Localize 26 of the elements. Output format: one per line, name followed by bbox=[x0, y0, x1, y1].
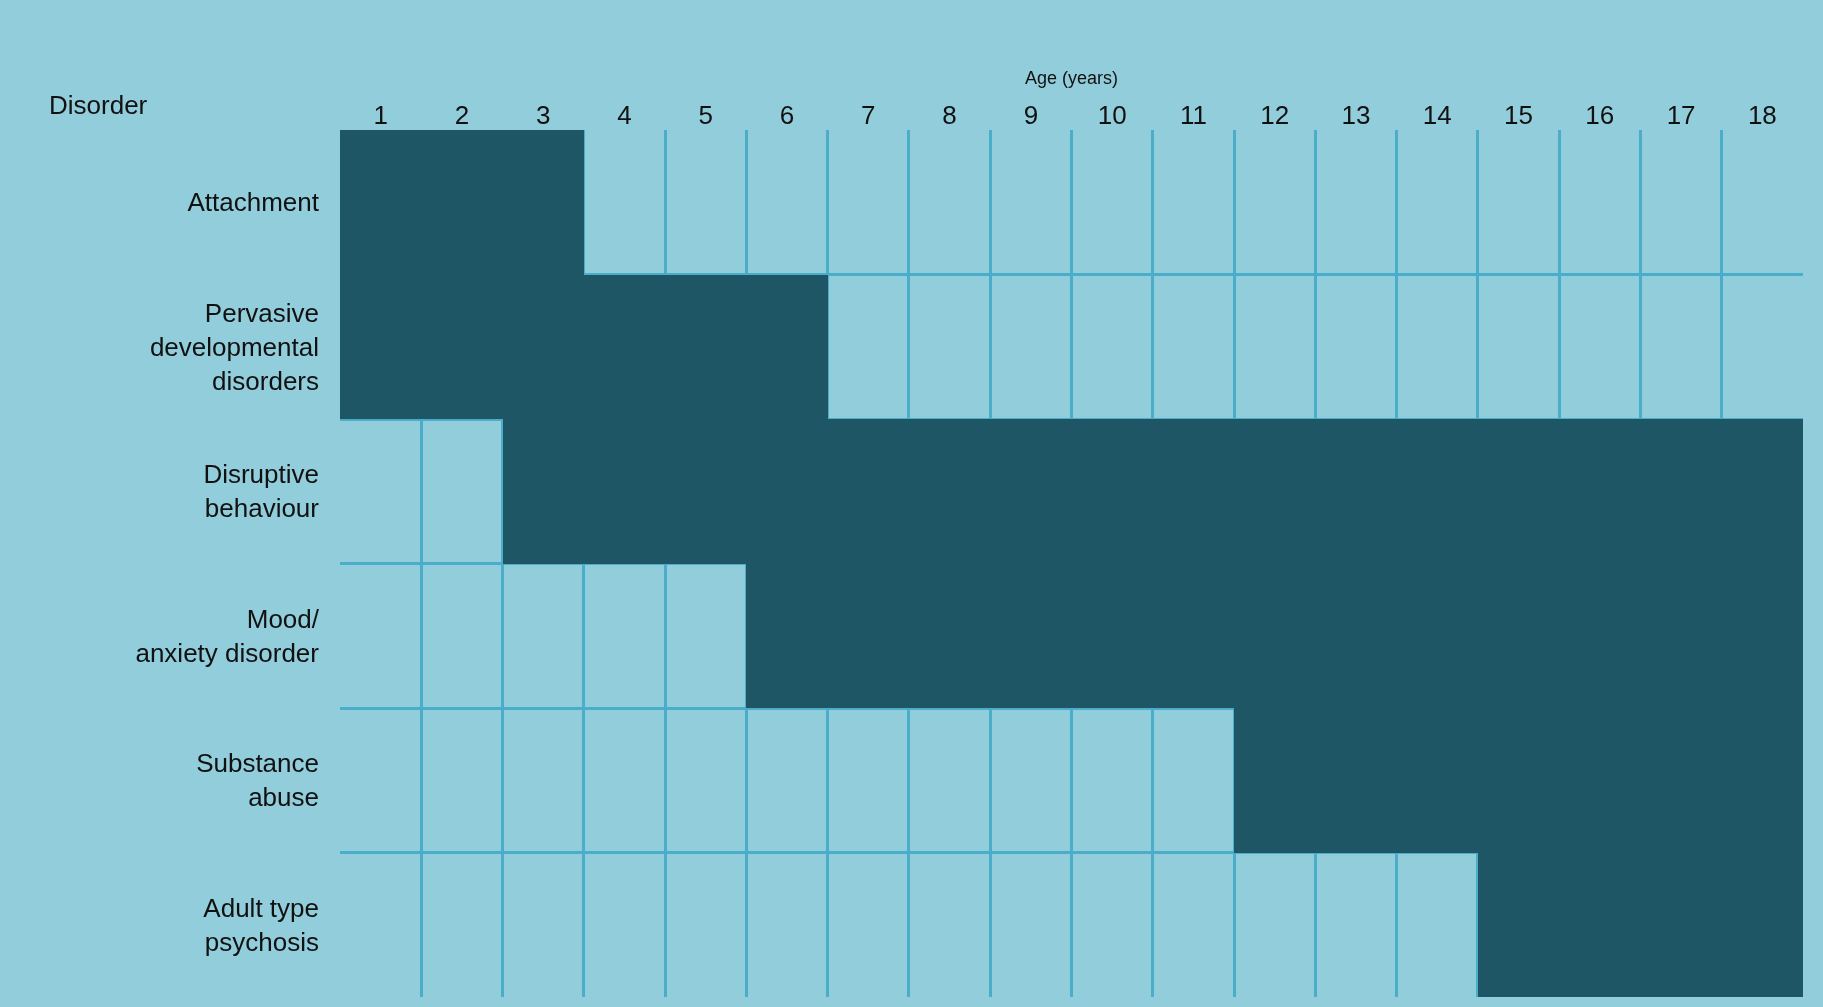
x-tick-label: 3 bbox=[535, 99, 551, 130]
x-tick-label: 9 bbox=[1023, 99, 1039, 130]
x-tick-label: 18 bbox=[1747, 99, 1777, 130]
y-tick-label: Disruptive behaviour bbox=[203, 459, 320, 524]
x-tick-label: 2 bbox=[454, 99, 470, 130]
y-tick-label: Mood/ anxiety disorder bbox=[135, 603, 320, 668]
x-tick-label: 5 bbox=[698, 99, 713, 130]
x-axis-title: Age (years) bbox=[1024, 68, 1119, 88]
y-axis-title: Disorder bbox=[49, 90, 148, 120]
y-tick-label: Attachment bbox=[187, 187, 320, 218]
y-tick-label: Substance abuse bbox=[196, 748, 319, 813]
x-tick-label: 11 bbox=[1179, 99, 1207, 130]
x-tick-label: 10 bbox=[1097, 99, 1127, 130]
y-tick-label: Pervasive developmental disorders bbox=[149, 298, 319, 396]
x-tick-label: 7 bbox=[861, 99, 876, 130]
x-tick-label: 8 bbox=[942, 99, 957, 130]
x-tick-label: 13 bbox=[1341, 99, 1371, 130]
x-tick-label: 14 bbox=[1422, 99, 1452, 130]
x-tick-label: 12 bbox=[1260, 99, 1290, 130]
x-tick-label: 17 bbox=[1666, 99, 1696, 130]
x-tick-label: 16 bbox=[1585, 99, 1615, 130]
x-tick-label: 15 bbox=[1504, 99, 1533, 130]
x-tick-label: 4 bbox=[617, 99, 632, 130]
x-tick-label: 6 bbox=[779, 99, 795, 130]
x-tick-label: 1 bbox=[373, 99, 388, 130]
y-tick-label: Adult type psychosis bbox=[203, 892, 319, 957]
